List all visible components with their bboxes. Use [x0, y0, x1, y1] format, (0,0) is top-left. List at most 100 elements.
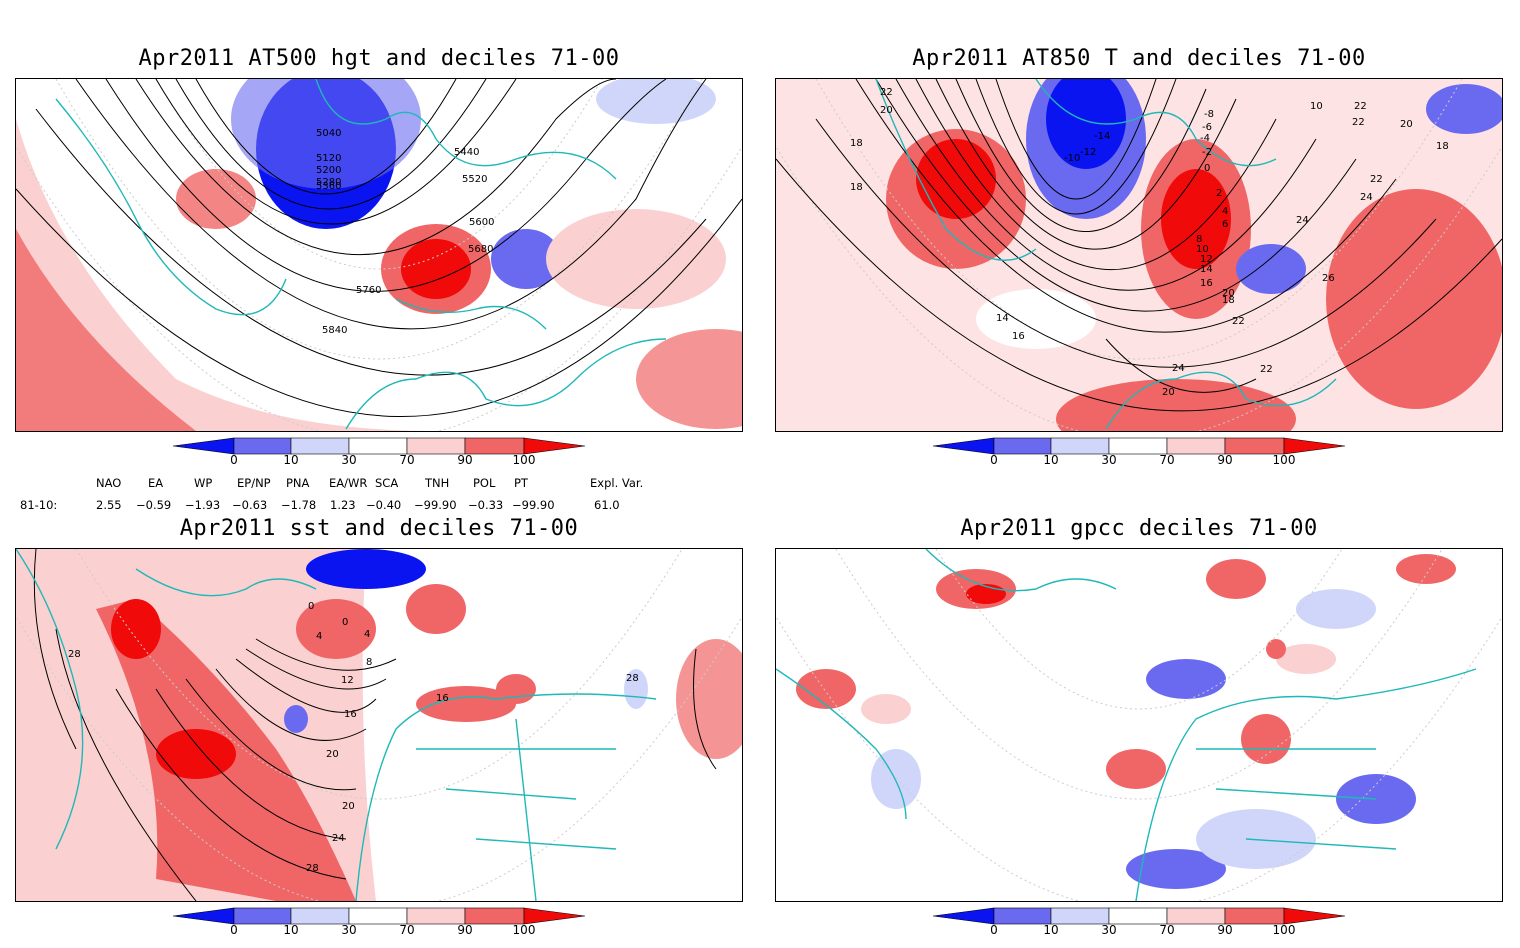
- colorbar-tick: 90: [1217, 923, 1233, 937]
- index-value: −99.90: [512, 498, 555, 512]
- svg-text:6: 6: [1222, 219, 1228, 230]
- svg-text:12: 12: [1200, 254, 1213, 265]
- svg-text:28: 28: [626, 673, 639, 684]
- svg-text:-10: -10: [1064, 153, 1080, 164]
- svg-text:14: 14: [1200, 264, 1213, 275]
- svg-text:22: 22: [1354, 101, 1367, 112]
- decile-shading: [776, 79, 1502, 431]
- svg-text:22: 22: [1370, 174, 1383, 185]
- svg-text:18: 18: [850, 138, 863, 149]
- colorbar-tick: 70: [399, 453, 415, 467]
- colorbar-sst: 0 10 30 70 90 100: [172, 907, 593, 948]
- panel-title-gpcc: Apr2011 gpcc deciles 71-00: [960, 516, 1318, 541]
- svg-text:5360: 5360: [316, 181, 341, 192]
- map-domain-arc: [776, 549, 1502, 901]
- colorbar-swatches: [932, 907, 1346, 925]
- index-header: POL: [473, 476, 496, 490]
- colorbar-tick: 90: [1217, 453, 1233, 467]
- colorbar-swatches: [932, 437, 1346, 455]
- index-header: EA: [148, 476, 164, 490]
- svg-text:4: 4: [1222, 206, 1228, 217]
- map-domain-arc: [16, 549, 742, 901]
- coastlines: [55, 79, 667, 430]
- svg-text:5600: 5600: [469, 217, 494, 228]
- svg-text:5280: 5280: [316, 177, 341, 188]
- colorbar-hgt500: 0 10 30 70 90 100: [172, 437, 593, 478]
- svg-text:5440: 5440: [454, 147, 479, 158]
- index-value: 2.55: [96, 498, 122, 512]
- index-value: 61.0: [594, 498, 620, 512]
- index-header: EP/NP: [237, 476, 271, 490]
- svg-text:5520: 5520: [462, 174, 487, 185]
- map-panel-t850: 22 20 18 18 -10 -12 -14 -8 -6 -4 -2 0 2 …: [775, 78, 1503, 432]
- svg-text:20: 20: [1222, 288, 1235, 299]
- svg-text:18: 18: [850, 182, 863, 193]
- svg-text:8: 8: [1196, 234, 1202, 245]
- colorbar-tick: 0: [230, 453, 238, 467]
- colorbar-tick: 10: [283, 923, 299, 937]
- svg-text:20: 20: [1400, 119, 1413, 130]
- colorbar-tick: 100: [1272, 453, 1296, 467]
- svg-text:16: 16: [1012, 331, 1025, 342]
- colorbar-tick: 10: [1043, 923, 1059, 937]
- colorbar-tick: 30: [1101, 923, 1117, 937]
- svg-text:5840: 5840: [322, 325, 347, 336]
- svg-text:20: 20: [1162, 387, 1175, 398]
- index-value: −0.40: [366, 498, 402, 512]
- svg-text:4: 4: [316, 631, 322, 642]
- coastlines: [776, 549, 1477, 901]
- colorbar-tick: 70: [399, 923, 415, 937]
- svg-text:26: 26: [1322, 273, 1335, 284]
- index-header: TNH: [425, 476, 450, 490]
- colorbar-tick: 100: [1272, 923, 1296, 937]
- svg-text:0: 0: [342, 617, 348, 628]
- svg-text:18: 18: [1436, 141, 1449, 152]
- colorbar-tick: 0: [230, 923, 238, 937]
- panel-title-hgt500: Apr2011 AT500 hgt and deciles 71-00: [138, 46, 620, 71]
- svg-text:-6: -6: [1202, 122, 1212, 133]
- contour-labels: 22 20 18 18 -10 -12 -14 -8 -6 -4 -2 0 2 …: [850, 87, 1449, 398]
- decile-shading: [16, 549, 742, 901]
- contour-labels: 5040 5120 5200 5280 5360 5440 5520 5600 …: [316, 128, 494, 336]
- colorbar-tick: 90: [457, 453, 473, 467]
- svg-text:5680: 5680: [468, 244, 493, 255]
- colorbar-tick: 90: [457, 923, 473, 937]
- index-header: WP: [194, 476, 213, 490]
- svg-text:5040: 5040: [316, 128, 341, 139]
- panel-title-sst: Apr2011 sst and deciles 71-00: [179, 516, 579, 541]
- temperature-contours: [776, 79, 1502, 412]
- svg-text:5760: 5760: [356, 285, 381, 296]
- svg-text:22: 22: [1260, 364, 1273, 375]
- index-header: NAO: [96, 476, 122, 490]
- svg-text:16: 16: [436, 693, 449, 704]
- map-panel-gpcc: [775, 548, 1503, 902]
- index-value: −0.33: [468, 498, 504, 512]
- svg-text:28: 28: [68, 649, 81, 660]
- map-panel-sst: 28 0 4 0 4 8 12 16 20 20 24 28 16 28: [15, 548, 743, 902]
- svg-text:22: 22: [880, 87, 893, 98]
- colorbar-swatches: [172, 437, 586, 455]
- svg-text:22: 22: [1232, 316, 1245, 327]
- index-header: PNA: [286, 476, 310, 490]
- sst-contours: [33, 549, 717, 901]
- svg-text:-8: -8: [1204, 109, 1214, 120]
- index-value: −99.90: [414, 498, 457, 512]
- index-row-label: 81-10:: [20, 498, 58, 512]
- colorbar-tick: 70: [1159, 453, 1175, 467]
- colorbar-swatches: [172, 907, 586, 925]
- colorbar-tick: 0: [990, 453, 998, 467]
- svg-text:20: 20: [342, 801, 355, 812]
- index-header: Expl. Var.: [590, 476, 644, 490]
- colorbar-gpcc: 0 10 30 70 90 100: [932, 907, 1353, 948]
- svg-text:5120: 5120: [316, 153, 341, 164]
- svg-text:-12: -12: [1080, 147, 1096, 158]
- colorbar-tick: 10: [283, 453, 299, 467]
- colorbar-tick: 10: [1043, 453, 1059, 467]
- svg-text:10: 10: [1196, 244, 1209, 255]
- colorbar-tick: 30: [341, 923, 357, 937]
- svg-text:12: 12: [341, 675, 354, 686]
- svg-text:14: 14: [996, 313, 1009, 324]
- colorbar-tick: 100: [512, 923, 536, 937]
- contour-labels: 28 0 4 0 4 8 12 16 20 20 24 28 16 28: [68, 601, 639, 874]
- panel-title-t850: Apr2011 AT850 T and deciles 71-00: [912, 46, 1366, 71]
